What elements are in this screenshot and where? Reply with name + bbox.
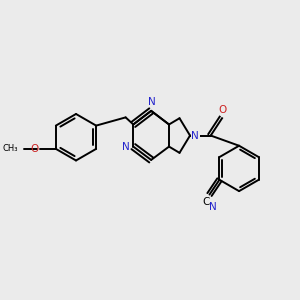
Text: N: N (122, 142, 129, 152)
Text: C: C (202, 197, 210, 207)
Text: O: O (30, 144, 38, 154)
Text: N: N (148, 97, 156, 107)
Text: N: N (191, 130, 199, 140)
Text: O: O (218, 104, 227, 115)
Text: N: N (209, 202, 217, 212)
Text: CH₃: CH₃ (3, 144, 18, 153)
